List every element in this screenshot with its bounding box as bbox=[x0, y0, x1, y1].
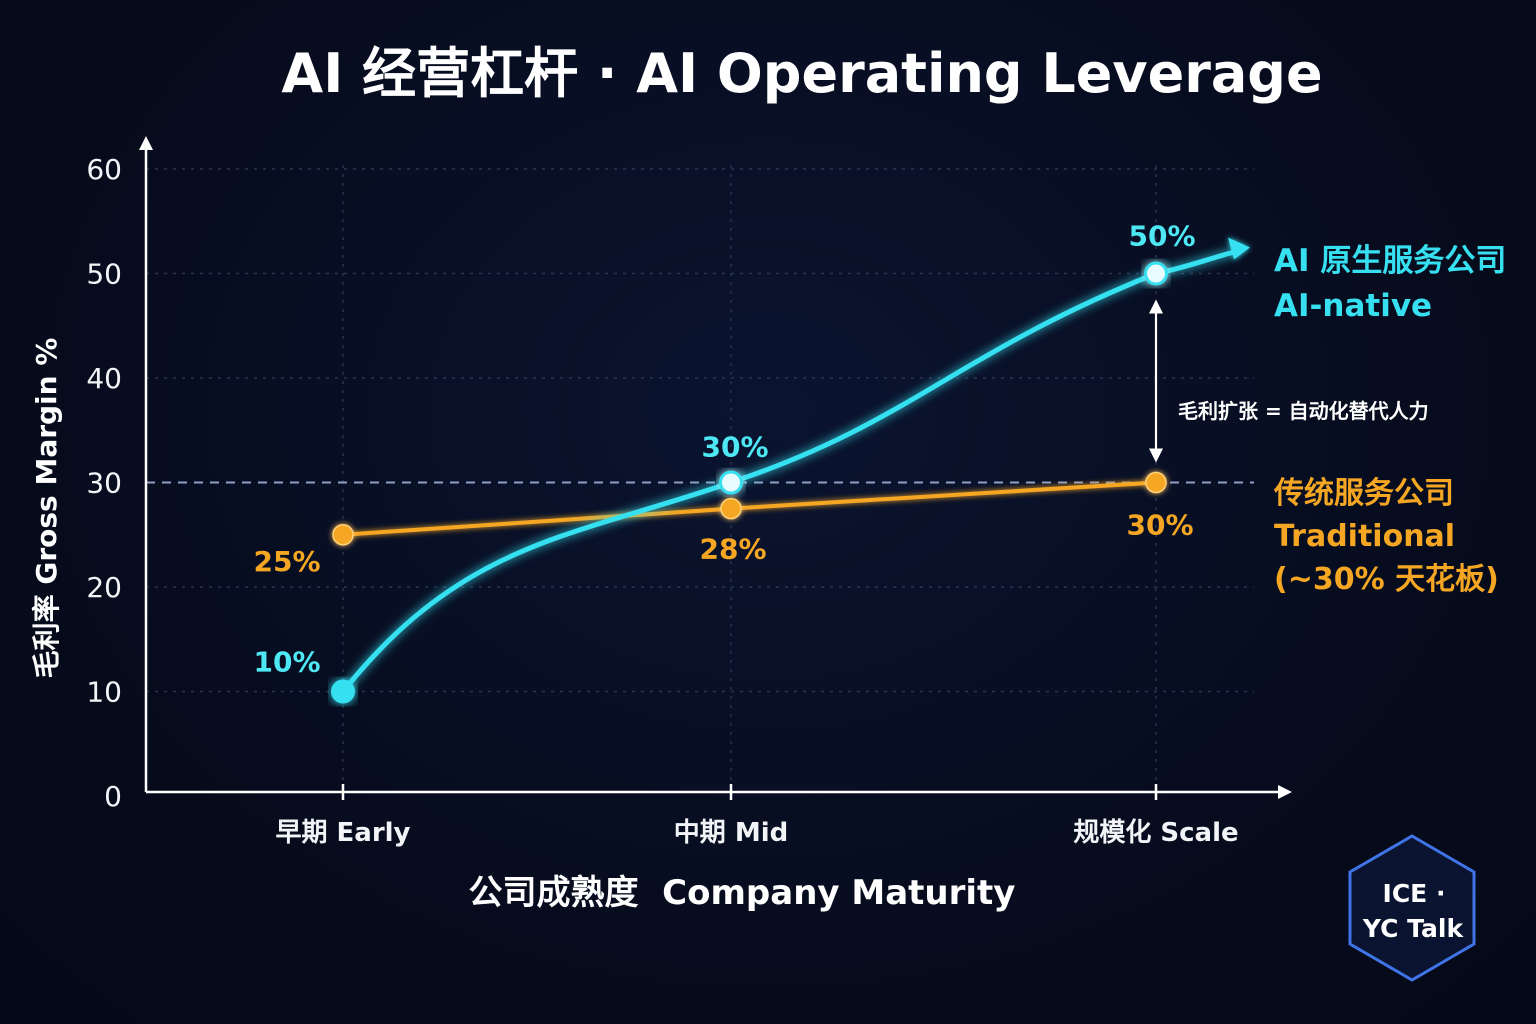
x-axis-label: 公司成熟度 Company Maturity bbox=[469, 873, 1016, 913]
data-label-ai-native-0: 10% bbox=[253, 646, 320, 679]
series-line-traditional bbox=[342, 480, 1157, 537]
badge-hexagon bbox=[1348, 834, 1476, 982]
data-label-ai-native-1: 30% bbox=[701, 431, 768, 464]
chart-title: AI 经营杠杆 · AI Operating Leverage bbox=[281, 42, 1322, 105]
ice-yc-badge: ICE · YC Talk bbox=[1348, 834, 1476, 982]
margin-annotation: 毛利扩张 = 自动化替代人力 bbox=[1149, 299, 1429, 463]
series bbox=[331, 237, 1250, 704]
data-label-traditional-0: 25% bbox=[253, 545, 320, 578]
x-axis-arrow bbox=[1278, 785, 1292, 799]
legend: AI 原生服务公司 AI-native 传统服务公司 Traditional (~30%… bbox=[1273, 243, 1506, 597]
legend-traditional-line-2: (~30% 天花板) bbox=[1274, 562, 1499, 597]
annotation-arrowhead-top bbox=[1149, 299, 1163, 314]
y-tick-label-40: 40 bbox=[86, 362, 122, 395]
y-tick-label-50: 50 bbox=[86, 258, 122, 291]
grid bbox=[146, 165, 1254, 792]
series-arrowhead-ai-native bbox=[1228, 237, 1250, 260]
x-tick-label-2: 规模化 Scale bbox=[1073, 818, 1238, 848]
point-traditional-0 bbox=[332, 524, 354, 546]
legend-ai-native-line-0: AI 原生服务公司 bbox=[1274, 243, 1506, 279]
point-ai-native-1 bbox=[719, 470, 743, 495]
axes bbox=[139, 136, 1292, 800]
x-tick-label-0: 早期 Early bbox=[275, 818, 410, 848]
x-tick-label-1: 中期 Mid bbox=[674, 818, 788, 848]
y-tick-label-60: 60 bbox=[86, 153, 122, 186]
point-traditional-2 bbox=[1145, 471, 1167, 494]
y-tick-label-20: 20 bbox=[86, 571, 122, 604]
tick-labels: 0 10 20 30 40 50 60 早期 Early 中期 Mid 规模化 Scale bbox=[86, 153, 1238, 848]
legend-traditional-line-0: 传统服务公司 bbox=[1273, 476, 1454, 511]
y-tick-label-10: 10 bbox=[86, 676, 122, 709]
badge-line2: YC Talk bbox=[1362, 914, 1465, 943]
data-label-traditional-2: 30% bbox=[1126, 509, 1193, 542]
series-line-ai-native bbox=[341, 249, 1237, 694]
y-axis-arrow bbox=[139, 136, 153, 150]
margin-annotation-text: 毛利扩张 = 自动化替代人力 bbox=[1178, 399, 1429, 423]
data-label-traditional-1: 28% bbox=[699, 533, 766, 566]
data-label-ai-native-2: 50% bbox=[1128, 220, 1195, 253]
point-traditional-1 bbox=[720, 497, 742, 520]
badge-line1: ICE · bbox=[1383, 879, 1446, 908]
legend-ai-native-line-1: AI-native bbox=[1274, 288, 1432, 324]
point-ai-native-0 bbox=[331, 679, 355, 704]
legend-traditional-line-1: Traditional bbox=[1274, 519, 1455, 554]
point-ai-native-2 bbox=[1144, 261, 1168, 286]
y-tick-label-30: 30 bbox=[86, 467, 122, 500]
y-axis-label: 毛利率 Gross Margin % bbox=[30, 338, 63, 679]
data-labels: 10% 30% 50% 25% 28% 30% bbox=[253, 220, 1195, 679]
y-tick-label-0: 0 bbox=[104, 780, 122, 813]
annotation-arrowhead-bottom bbox=[1149, 448, 1163, 463]
